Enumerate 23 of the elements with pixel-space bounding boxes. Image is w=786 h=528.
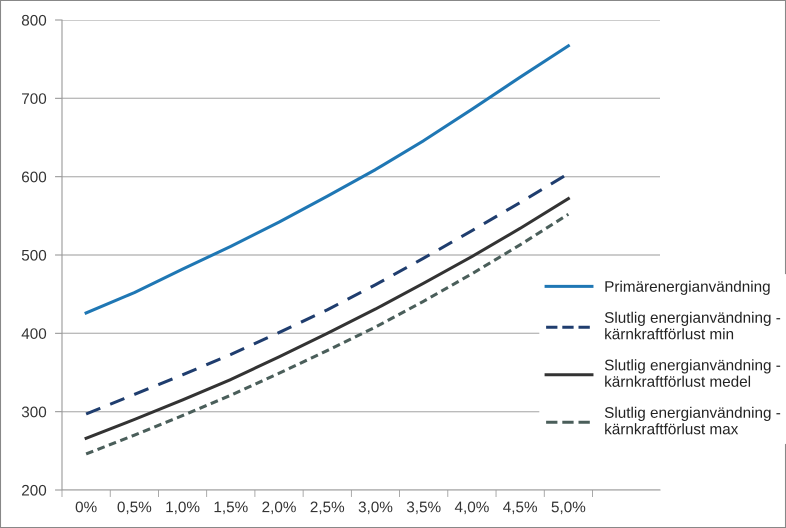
- x-tick-label: 3,5%: [406, 502, 441, 514]
- x-tick-label: 3,0%: [358, 502, 392, 514]
- legend-label: Slutlig energianvändning - kärnkraftförlust min: [604, 312, 780, 340]
- y-tick-label: 300: [22, 406, 46, 418]
- x-tick-label: 4,0%: [454, 502, 489, 514]
- line-series: [84, 44, 570, 314]
- y-tick-label: 400: [22, 328, 46, 340]
- x-tick-label: 1,0%: [166, 502, 200, 514]
- x-tick-label: 2,0%: [262, 502, 296, 514]
- legend-label: Slutlig energianvändning - kärnkraftförlust medel: [604, 359, 780, 387]
- x-tick-label: 4,5%: [503, 502, 538, 514]
- x-tick-label: 1,5%: [214, 502, 248, 514]
- legend-label: Slutlig energianvändning - kärnkraftförlust max: [604, 406, 780, 434]
- x-tick-label: 5,0%: [552, 502, 586, 514]
- y-tick-label: 600: [22, 172, 46, 182]
- legend-label: Primärenergianvändning: [605, 280, 770, 295]
- y-tick-label: 800: [22, 14, 46, 26]
- y-tick-label: 700: [22, 93, 46, 104]
- y-tick-label: 200: [22, 484, 46, 496]
- x-tick-label: 0,5%: [118, 502, 152, 514]
- x-tick-label: 0%: [76, 502, 97, 512]
- x-tick-label: 2,5%: [310, 502, 344, 514]
- y-tick-label: 500: [22, 250, 46, 261]
